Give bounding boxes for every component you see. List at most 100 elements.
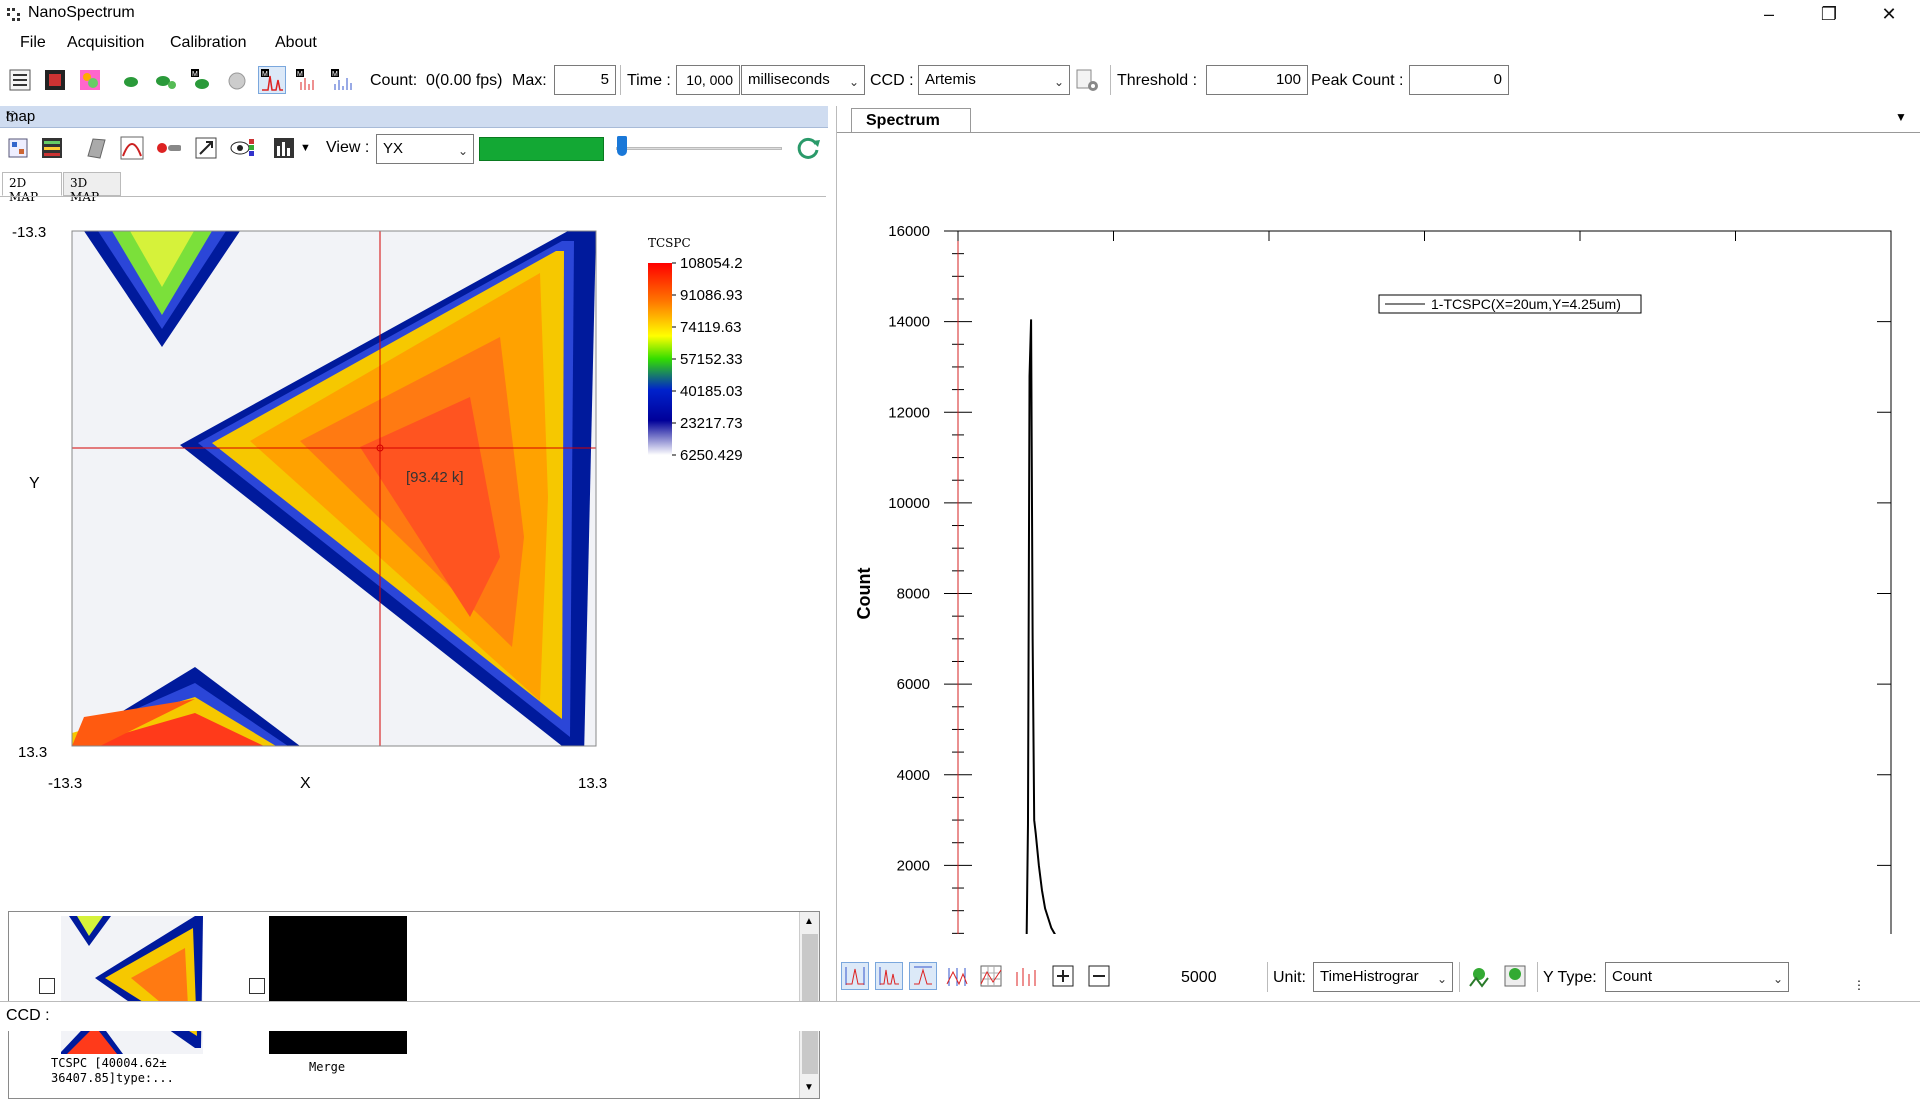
histogram-mode-icon[interactable]: M — [293, 66, 321, 94]
scroll-up-icon[interactable]: ▲ — [804, 916, 814, 927]
multi-peak-icon[interactable] — [875, 962, 903, 990]
resize-grip-icon[interactable]: ⋮ — [1853, 978, 1865, 992]
colorbar-title: TCSPC — [648, 236, 691, 250]
import-green-icon[interactable] — [1501, 962, 1529, 990]
stop-gray-icon[interactable] — [223, 66, 251, 94]
tab-spectrum[interactable]: Spectrum — [851, 108, 971, 132]
zoom-out-icon[interactable] — [1085, 962, 1113, 990]
max-label: Max: — [512, 72, 547, 89]
map-toolbar: ▼ View : YX ⌄ — [0, 128, 828, 170]
map-pane: map ⎋ ▼ View : YX ⌄ — [0, 106, 828, 1099]
max-input[interactable]: 5 — [554, 65, 616, 95]
y-axis-title: Count — [854, 568, 874, 620]
grid-peak-icon[interactable] — [977, 962, 1005, 990]
colorbar-tick-label: 40185.03 — [680, 383, 743, 400]
dropdown-arrow-icon[interactable]: ▼ — [1895, 110, 1907, 124]
peak-mode-icon[interactable]: M — [258, 66, 286, 94]
thumbnail-checkbox-merge[interactable] — [249, 978, 265, 994]
map-list-icon[interactable] — [4, 134, 32, 162]
colorbar-tick-label: 57152.33 — [680, 351, 743, 368]
multi-acquire-icon[interactable] — [152, 66, 180, 94]
count-label: Count: — [370, 72, 418, 89]
map-pane-header: map ⎋ — [0, 106, 828, 128]
ccd-select[interactable]: Artemis ⌄ — [918, 65, 1070, 95]
close-button[interactable]: ✕ — [1881, 4, 1897, 24]
ccd-settings-icon[interactable] — [1073, 66, 1101, 94]
map-columns-icon[interactable] — [38, 134, 66, 162]
thumbnail-checkbox-tcspc[interactable] — [39, 978, 55, 994]
toolbar-divider — [1267, 962, 1268, 992]
time-unit-select[interactable]: milliseconds ⌄ — [741, 65, 865, 95]
crosshair-center — [376, 444, 384, 452]
menu-calibration[interactable]: Calibration — [170, 34, 247, 51]
map-area: [93.42 k] -13.3 13.3 Y -13.3 X 13.3 TCSP… — [0, 196, 826, 896]
span-peak-icon[interactable] — [909, 962, 937, 990]
peak-marker-icon[interactable] — [841, 962, 869, 990]
colorbar-tick-label: 91086.93 — [680, 287, 743, 304]
zoom-in-icon[interactable] — [1049, 962, 1077, 990]
marked-acquire-icon[interactable]: M — [187, 66, 215, 94]
list-settings-icon[interactable] — [6, 66, 34, 94]
menu-acquisition[interactable]: Acquisition — [67, 34, 145, 51]
svg-text:M: M — [297, 71, 303, 78]
expand-icon[interactable] — [192, 134, 220, 162]
record-icon[interactable] — [154, 134, 182, 162]
y-axis-top-label: -13.3 — [12, 224, 46, 241]
view-eye-icon[interactable] — [228, 134, 256, 162]
legend-label: 1-TCSPC(X=20um,Y=4.25um) — [1431, 296, 1621, 312]
legend-box[interactable] — [1378, 294, 1642, 314]
refresh-icon[interactable] — [795, 134, 823, 162]
view-select[interactable]: YX ⌄ — [376, 134, 474, 164]
ccd-value: Artemis — [925, 71, 976, 88]
spectrum-chart[interactable]: 0200040006000800010000120001400016000051… — [837, 134, 1920, 934]
restore-button[interactable]: ❐ — [1820, 4, 1838, 24]
time-unit-value: milliseconds — [748, 71, 830, 88]
start-green-icon[interactable] — [117, 66, 145, 94]
scroll-down-icon[interactable]: ▼ — [804, 1082, 814, 1093]
colorbar-tick-label: 74119.63 — [680, 319, 741, 336]
app-logo-icon — [7, 8, 20, 21]
save-chart-icon[interactable] — [270, 134, 298, 162]
fit-curve-icon[interactable] — [118, 134, 146, 162]
threshold-input[interactable]: 100 — [1206, 65, 1308, 95]
chevron-down-icon: ⌄ — [1436, 972, 1447, 986]
color-map-icon[interactable] — [76, 66, 104, 94]
pin-icon[interactable]: ⎋ — [6, 108, 18, 124]
x-axis-right-label: 13.3 — [578, 775, 607, 792]
peak-count-input[interactable]: 0 — [1409, 65, 1509, 95]
title-bar: NanoSpectrum – ❐ ✕ — [0, 0, 1920, 30]
unit-select[interactable]: TimeHistrograr ⌄ — [1313, 962, 1453, 992]
ccd-image-icon[interactable] — [41, 66, 69, 94]
y-type-label: Y Type: — [1543, 969, 1597, 986]
heatmap-image[interactable] — [71, 230, 597, 757]
tab-2d-map[interactable]: 2D MAP — [2, 172, 62, 204]
thumbnail-merge[interactable] — [269, 916, 407, 1054]
surface-icon[interactable] — [82, 134, 110, 162]
minimize-button[interactable]: – — [1763, 4, 1774, 24]
count-value: 0(0.00 fps) — [426, 72, 503, 89]
spectrum-toolbar: 5000 Unit: TimeHistrograr ⌄ Y Type: Coun… — [837, 958, 1920, 998]
time-input[interactable]: 10, 000 — [676, 65, 740, 95]
thumbnail-tcspc[interactable] — [61, 916, 203, 1054]
slider-handle[interactable] — [617, 136, 627, 156]
peak-count-label: Peak Count : — [1311, 72, 1404, 89]
spectrum-mode-icon[interactable]: M — [328, 66, 356, 94]
zoom-value[interactable]: 5000 — [1181, 969, 1217, 986]
status-ccd-label: CCD : — [6, 1007, 50, 1024]
y-tick-label: 10000 — [888, 495, 930, 512]
y-tick-label: 12000 — [888, 404, 930, 421]
tab-3d-map[interactable]: 3D MAP — [63, 172, 121, 204]
series-line[interactable] — [958, 319, 1891, 934]
slider-track[interactable] — [616, 147, 782, 150]
menu-file[interactable]: File — [20, 34, 46, 51]
y-axis-bottom-label: 13.3 — [18, 744, 47, 761]
view-label: View : — [326, 139, 370, 156]
chevron-down-icon[interactable]: ▼ — [300, 142, 311, 154]
toolbar-divider — [620, 65, 621, 95]
menu-about[interactable]: About — [275, 34, 317, 51]
unit-value: TimeHistrograr — [1320, 968, 1419, 985]
impulse-peak-icon[interactable] — [1011, 962, 1039, 990]
stack-peak-icon[interactable] — [943, 962, 971, 990]
export-green-icon[interactable] — [1465, 962, 1493, 990]
y-type-select[interactable]: Count ⌄ — [1605, 962, 1789, 992]
